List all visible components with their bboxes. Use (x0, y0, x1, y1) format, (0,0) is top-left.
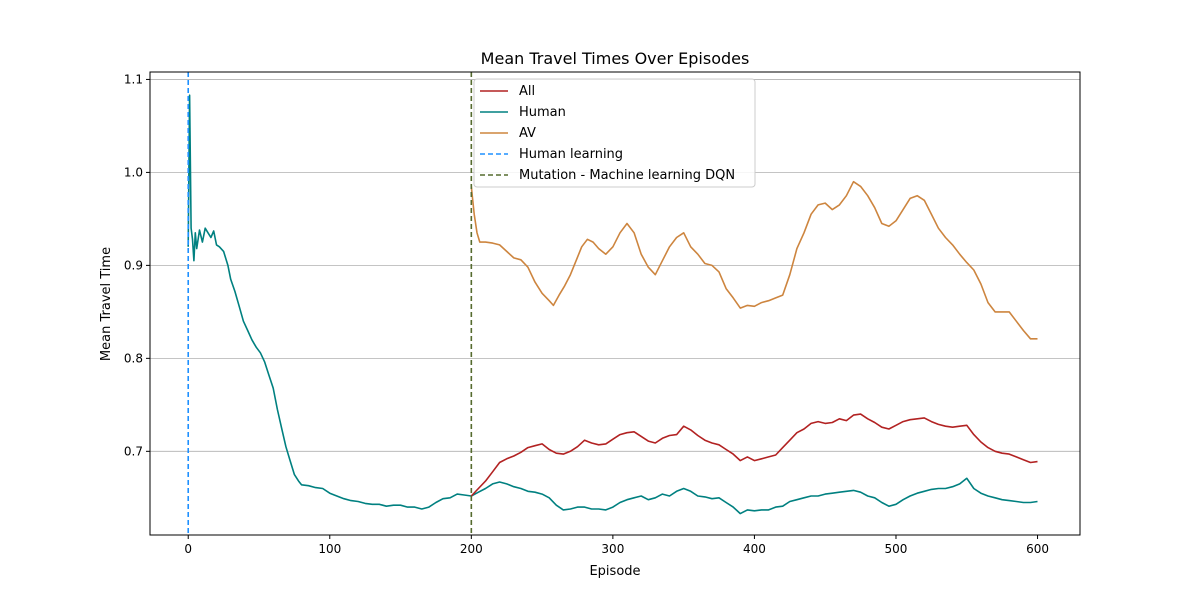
chart-title: Mean Travel Times Over Episodes (481, 49, 750, 68)
legend-box (473, 78, 756, 188)
y-tick-label: 1.0 (124, 165, 143, 179)
y-axis-ticks: 0.7 0.8 0.9 1.0 1.1 (124, 72, 150, 458)
x-axis-label: Episode (589, 564, 640, 579)
x-tick-label: 600 (1026, 542, 1049, 556)
x-axis-ticks: 0 100 200 300 400 500 600 (184, 535, 1049, 556)
legend-label: All (519, 84, 535, 99)
y-tick-label: 0.8 (124, 351, 143, 365)
gridlines (150, 79, 1080, 452)
x-tick-label: 0 (184, 542, 192, 556)
series-line-av (470, 180, 1038, 340)
legend-label: Human (519, 105, 566, 120)
y-tick-label: 0.7 (124, 444, 143, 458)
legend-label: AV (519, 126, 536, 141)
x-tick-label: 400 (743, 542, 766, 556)
series-lines (187, 94, 1038, 515)
plot-frame (149, 71, 1081, 536)
legend: All Human AV Human learning Mutation - Machi… (473, 78, 756, 188)
series-line-human (187, 94, 1038, 515)
x-tick-label: 300 (601, 542, 624, 556)
vertical-markers (187, 72, 473, 535)
legend-label: Mutation - Machine learning DQN (519, 168, 735, 183)
y-tick-label: 1.1 (124, 72, 143, 86)
x-tick-label: 100 (318, 542, 341, 556)
y-axis-label: Mean Travel Time (99, 247, 114, 361)
y-tick-label: 0.9 (124, 258, 143, 272)
x-tick-label: 500 (885, 542, 908, 556)
legend-label: Human learning (519, 147, 623, 162)
series-line-all (470, 413, 1038, 497)
x-tick-label: 200 (460, 542, 483, 556)
